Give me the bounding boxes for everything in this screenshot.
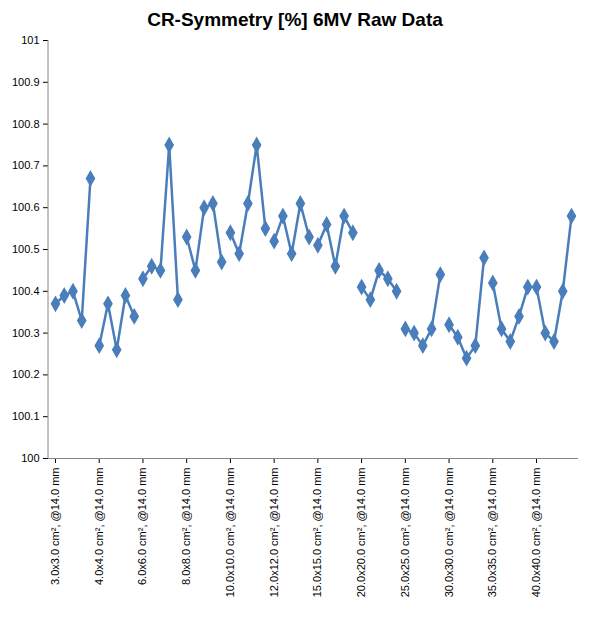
- svg-text:25.0x25.0 cm², @14.0 mm: 25.0x25.0 cm², @14.0 mm: [399, 468, 411, 598]
- svg-text:10.0x10.0 cm², @14.0 mm: 10.0x10.0 cm², @14.0 mm: [224, 468, 236, 598]
- svg-text:100.7: 100.7: [12, 159, 40, 171]
- svg-text:100.4: 100.4: [12, 285, 40, 297]
- svg-text:12.0x12.0 cm², @14.0 mm: 12.0x12.0 cm², @14.0 mm: [268, 468, 280, 598]
- svg-text:40.0x40.0 cm², @14.0 mm: 40.0x40.0 cm², @14.0 mm: [530, 468, 542, 598]
- svg-text:100.3: 100.3: [12, 327, 40, 339]
- svg-text:15.0x15.0 cm², @14.0 mm: 15.0x15.0 cm², @14.0 mm: [311, 468, 323, 598]
- svg-text:100.1: 100.1: [12, 410, 40, 422]
- svg-text:100.6: 100.6: [12, 201, 40, 213]
- svg-text:100.9: 100.9: [12, 76, 40, 88]
- svg-text:100.8: 100.8: [12, 118, 40, 130]
- svg-text:6.0x6.0 cm², @14.0 mm: 6.0x6.0 cm², @14.0 mm: [136, 468, 148, 586]
- svg-text:100.5: 100.5: [12, 243, 40, 255]
- html-text:CR-Symmetry [%] 6MV Raw Data: CR-Symmetry [%] 6MV Raw Data: [147, 9, 443, 30]
- svg-text:101: 101: [21, 35, 39, 46]
- svg-text:8.0x8.0 cm², @14.0 mm: 8.0x8.0 cm², @14.0 mm: [180, 468, 192, 586]
- svg-text:100.2: 100.2: [12, 368, 40, 380]
- svg-text:20.0x20.0 cm², @14.0 mm: 20.0x20.0 cm², @14.0 mm: [355, 468, 367, 598]
- svg-text:3.0x3.0 cm², @14.0 mm: 3.0x3.0 cm², @14.0 mm: [49, 468, 61, 586]
- svg-text:35.0x35.0 cm², @14.0 mm: 35.0x35.0 cm², @14.0 mm: [486, 468, 498, 598]
- svg-text:30.0x30.0 cm², @14.0 mm: 30.0x30.0 cm², @14.0 mm: [443, 468, 455, 598]
- svg-text:4.0x4.0 cm², @14.0 mm: 4.0x4.0 cm², @14.0 mm: [93, 468, 105, 586]
- svg-text:100: 100: [21, 452, 39, 464]
